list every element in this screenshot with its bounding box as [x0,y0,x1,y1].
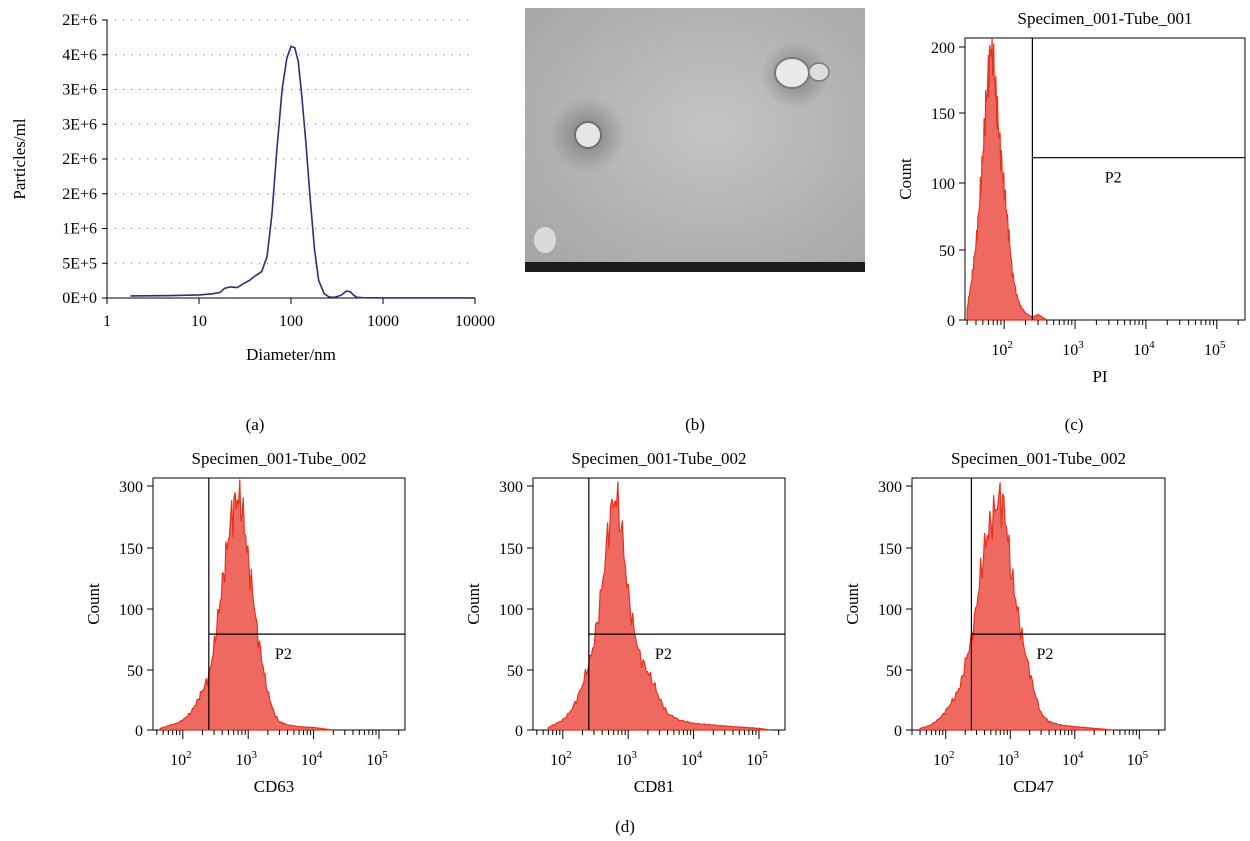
y-tick-label: 200 [931,40,955,57]
y-tick-label: 1E+6 [62,221,97,238]
chart-title: Specimen_001-Tube_002 [951,449,1126,468]
y-axis-label: Count [464,583,483,625]
chart-d1: 0 50 100 150 300 P2 102 103 104 105 Specimen_001-T… [84,449,406,796]
plot-frame [964,37,1246,321]
y-tick-label: 50 [507,663,523,680]
x-tick-label: 102 [170,749,192,769]
x-tick-label: 105 [1127,749,1149,769]
y-tick-label: 0 [947,313,955,330]
chart-title: Specimen_001-Tube_001 [1017,9,1192,28]
x-tick-label: 10 [191,313,207,330]
chart-c: 0 50 100 150 200 P2 102 103 104 105 Specimen_001-T… [896,9,1246,386]
y-tick-label: 100 [931,176,955,193]
y-tick-label: 2E+6 [62,151,97,168]
y-tick-label: 0 [515,723,523,740]
panel-label-a: (a) [246,415,265,434]
plot-frame [532,477,786,731]
x-tick-label: 1000 [367,313,399,330]
gate-label: P2 [1037,646,1054,663]
plot-frame [911,477,1166,731]
x-tick-label: 102 [933,749,955,769]
y-axis-label: Count [896,158,915,200]
chart-d3: 0 50 100 150 300 P2 102 103 104 105 Specimen_001-T… [843,449,1166,796]
x-tick-label: 103 [235,749,257,769]
x-tick-label: 104 [1133,339,1155,359]
y-tick-label: 0E+0 [62,290,97,307]
x-axis-label: CD63 [254,777,295,796]
y-tick-label: 150 [499,541,523,558]
y-tick-label: 2E+6 [62,12,97,29]
plot-frame [152,477,406,731]
x-tick-label: 104 [301,749,323,769]
x-tick-label: 103 [998,749,1020,769]
x-tick-label: 105 [1204,339,1226,359]
y-tick-label: 3E+6 [62,116,97,133]
x-axis-label: CD47 [1013,777,1054,796]
y-tick-label: 300 [878,479,902,496]
y-tick-label: 150 [878,541,902,558]
y-tick-label: 150 [931,106,955,123]
chart-root: 0E+0 5E+5 1E+6 2E+6 2E+6 3E+6 3E+6 4E+6 2E+6 1 10 1… [10,9,1246,796]
histogram [547,481,771,731]
y-tick-label: 0 [135,723,143,740]
x-axis-label: CD81 [634,777,675,796]
x-axis-label: Diameter/nm [246,345,336,364]
y-tick-label: 5E+5 [62,255,97,272]
gate-label: P2 [1105,170,1122,187]
x-tick-label: 1 [103,313,111,330]
y-tick-label: 50 [939,243,955,260]
y-tick-label: 50 [886,663,902,680]
y-tick-label: 2E+6 [62,186,97,203]
y-tick-label: 100 [878,602,902,619]
y-tick-label: 100 [499,602,523,619]
panel-label-b: (b) [685,415,705,434]
y-tick-label: 3E+6 [62,82,97,99]
y-tick-label: 150 [119,541,143,558]
x-tick-label: 100 [279,313,303,330]
x-tick-label: 103 [615,749,637,769]
y-tick-label: 0 [894,723,902,740]
histogram [919,482,1114,731]
y-tick-label: 300 [499,479,523,496]
x-tick-label: 104 [1062,749,1084,769]
y-axis-label: Count [84,583,103,625]
panel-label-c: (c) [1065,415,1084,434]
x-tick-label: 10000 [455,313,495,330]
x-tick-label: 104 [681,749,703,769]
chart-d2: 0 50 100 150 300 P2 102 103 104 105 Specimen_001-T… [464,449,786,796]
y-axis-label: Count [843,583,862,625]
gate-label: P2 [655,646,672,663]
gate-label: P2 [275,646,292,663]
histogram [159,479,334,731]
size-distribution-line [130,45,475,299]
y-tick-label: 50 [127,663,143,680]
x-tick-label: 103 [1062,339,1084,359]
y-tick-label: 100 [119,602,143,619]
chart-title: Specimen_001-Tube_002 [191,449,366,468]
y-tick-label: 4E+6 [62,47,97,64]
panel-label-d: (d) [615,817,635,836]
x-tick-label: 105 [746,749,768,769]
tem-micrograph [525,8,865,272]
y-tick-label: 300 [119,479,143,496]
chart-a: 0E+0 5E+5 1E+6 2E+6 2E+6 3E+6 3E+6 4E+6 2E+6 1 10 1… [10,12,495,364]
y-axis-label: Particles/ml [10,118,29,199]
x-tick-label: 102 [991,339,1013,359]
x-tick-label: 102 [550,749,572,769]
x-axis-label: PI [1092,367,1107,386]
x-tick-label: 105 [366,749,388,769]
chart-title: Specimen_001-Tube_002 [571,449,746,468]
histogram [966,37,1048,321]
